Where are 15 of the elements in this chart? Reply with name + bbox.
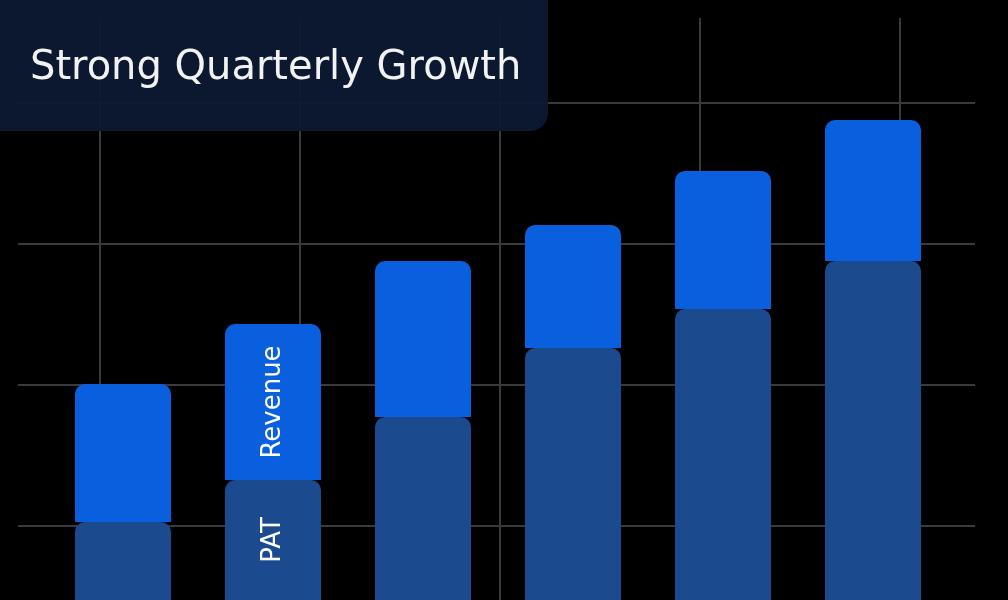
bar xyxy=(225,480,321,600)
series-label: Revenue xyxy=(255,345,286,459)
chart-title: Strong Quarterly Growth xyxy=(0,0,548,131)
bar xyxy=(525,225,621,348)
bar xyxy=(375,261,471,418)
bar xyxy=(675,309,771,600)
series-label: PAT xyxy=(255,517,286,563)
bar xyxy=(225,324,321,480)
bar xyxy=(75,522,171,600)
bar xyxy=(75,384,171,522)
bar xyxy=(525,348,621,600)
bar xyxy=(675,170,771,310)
bar xyxy=(825,120,921,262)
bar xyxy=(375,417,471,600)
bar xyxy=(825,261,921,600)
